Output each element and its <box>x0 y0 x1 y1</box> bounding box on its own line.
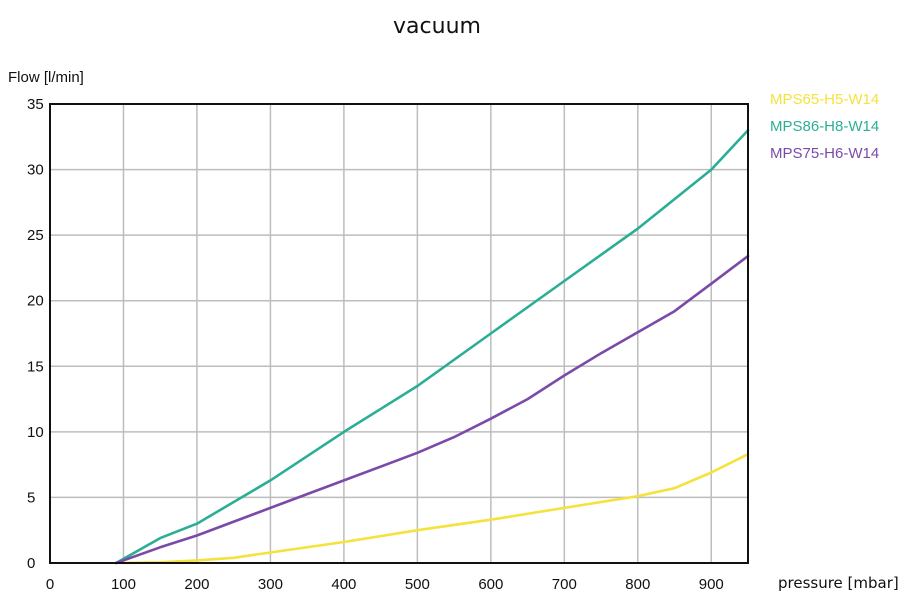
x-tick-label: 300 <box>258 576 283 593</box>
series-line-mps65-h5-w14 <box>122 452 750 565</box>
y-tick-label: 5 <box>27 489 35 506</box>
y-tick-label: 0 <box>27 555 35 572</box>
y-tick-label: 35 <box>27 96 44 113</box>
x-tick-label: 200 <box>184 576 209 593</box>
x-axis-label: pressure [mbar] <box>778 574 899 592</box>
y-tick-label: 30 <box>27 162 44 179</box>
tick-labels: 0 100 200 300 400 500 600 700 800 900 0 5 10 15 20 25 30… <box>27 96 724 593</box>
series-lines <box>114 128 750 565</box>
x-tick-label: 700 <box>552 576 577 593</box>
legend: MPS65-H5-W14 MPS86-H8-W14 MPS75-H6-W14 <box>770 91 879 162</box>
y-tick-label: 25 <box>27 227 44 244</box>
x-tick-label: 800 <box>625 576 650 593</box>
y-axis-label: Flow [l/min] <box>8 69 84 86</box>
legend-entry-mps86-h8-w14: MPS86-H8-W14 <box>770 118 879 135</box>
x-tick-label: 0 <box>46 576 54 593</box>
series-line-mps75-h6-w14 <box>114 254 750 565</box>
legend-entry-mps65-h5-w14: MPS65-H5-W14 <box>770 91 879 108</box>
x-tick-label: 500 <box>405 576 430 593</box>
y-tick-label: 20 <box>27 293 44 310</box>
series-line-mps86-h8-w14 <box>114 128 750 565</box>
legend-entry-mps75-h6-w14: MPS75-H6-W14 <box>770 145 879 162</box>
y-tick-label: 15 <box>27 358 44 375</box>
chart-title: vacuum <box>393 14 481 39</box>
plot-frame <box>49 103 749 564</box>
y-tick-label: 10 <box>27 424 44 441</box>
x-tick-label: 600 <box>478 576 503 593</box>
x-tick-label: 400 <box>331 576 356 593</box>
x-tick-label: 900 <box>699 576 724 593</box>
x-tick-label: 100 <box>111 576 136 593</box>
